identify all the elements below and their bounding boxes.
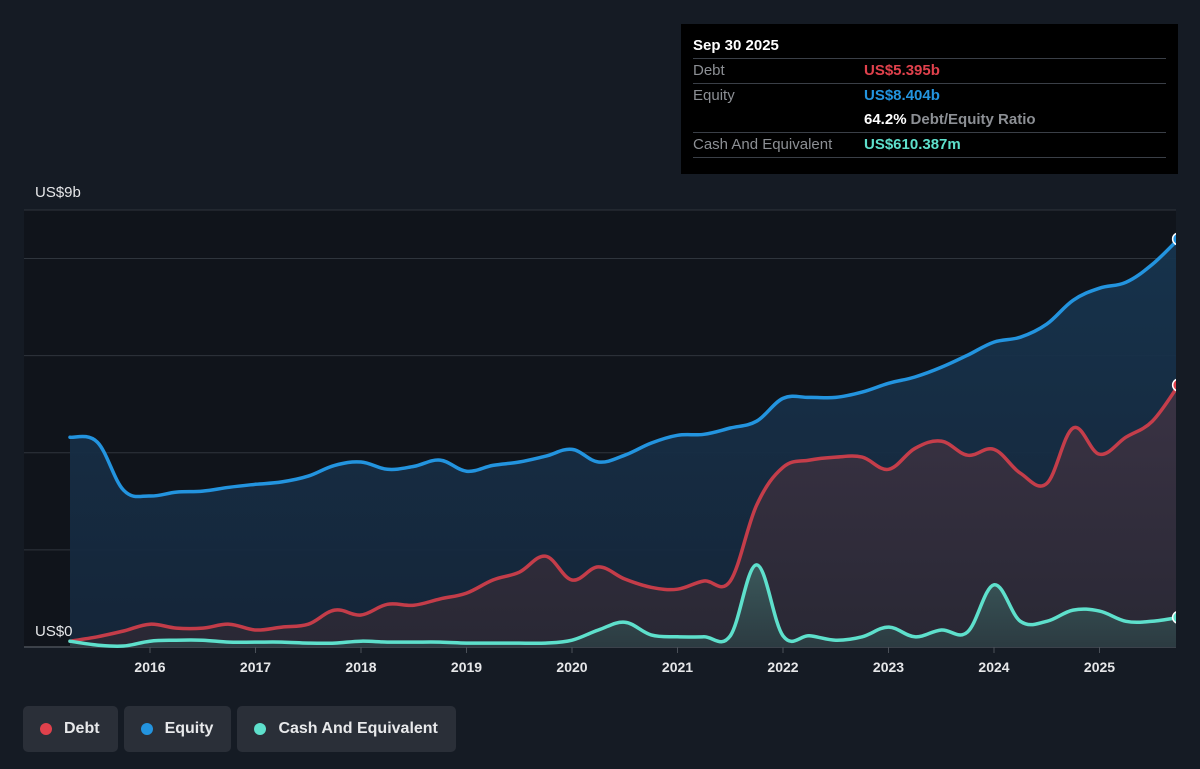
tooltip-cash-value: US$610.387m bbox=[864, 136, 961, 153]
cash-area bbox=[70, 564, 1179, 647]
series-areas bbox=[70, 238, 1179, 647]
x-tick-label: 2017 bbox=[240, 659, 271, 675]
tooltip-ratio-label: Debt/Equity Ratio bbox=[910, 111, 1036, 128]
plot-future-region bbox=[1176, 210, 1200, 647]
x-tick-label: 2018 bbox=[345, 659, 376, 675]
legend-item-debt[interactable]: Debt bbox=[23, 706, 118, 752]
y-axis-bottom-label: US$0 bbox=[35, 623, 73, 640]
x-tick-label: 2022 bbox=[767, 659, 798, 675]
x-axis: 2016 2017 2018 2019 2020 2021 2022 2023 2024 2025 bbox=[134, 647, 1115, 675]
tooltip-debt-value: US$5.395b bbox=[864, 62, 940, 79]
tooltip-row-ratio: 64.2% Debt/Equity Ratio bbox=[693, 108, 1166, 132]
debt-line bbox=[68, 383, 1181, 643]
tooltip: Sep 30 2025 Debt US$5.395b Equity US$8.4… bbox=[681, 24, 1178, 174]
debt-dot-icon bbox=[40, 723, 52, 735]
x-tick-label: 2023 bbox=[873, 659, 904, 675]
tooltip-debt-label: Debt bbox=[693, 62, 725, 79]
x-tick-label: 2020 bbox=[556, 659, 587, 675]
legend-item-cash[interactable]: Cash And Equivalent bbox=[237, 706, 456, 752]
tooltip-equity-value: US$8.404b bbox=[864, 87, 940, 104]
cash-line bbox=[68, 563, 1181, 649]
legend-cash-label: Cash And Equivalent bbox=[278, 720, 438, 737]
tooltip-cash-label: Cash And Equivalent bbox=[693, 136, 833, 153]
y-axis-top-label: US$9b bbox=[35, 184, 81, 201]
tooltip-equity-label: Equity bbox=[693, 87, 735, 104]
legend-debt-label: Debt bbox=[64, 720, 100, 737]
cash-dot-icon bbox=[254, 723, 267, 735]
x-tick-label: 2021 bbox=[662, 659, 693, 675]
x-tick-label: 2024 bbox=[978, 659, 1009, 675]
tooltip-row-cash: Cash And Equivalent US$610.387m bbox=[693, 132, 1166, 158]
tooltip-ratio-percent: 64.2% bbox=[864, 111, 907, 128]
equity-dot-icon bbox=[140, 723, 153, 735]
debt-area bbox=[70, 385, 1179, 647]
series-lines bbox=[68, 237, 1181, 649]
legend-equity-label: Equity bbox=[164, 720, 214, 737]
x-tick-label: 2025 bbox=[1084, 659, 1115, 675]
legend-item-equity[interactable]: Equity bbox=[123, 706, 232, 752]
tooltip-date: Sep 30 2025 bbox=[693, 37, 779, 54]
x-tick-label: 2016 bbox=[134, 659, 165, 675]
debt-equity-chart: 2016 2017 2018 2019 2020 2021 2022 2023 2024 2025… bbox=[24, 184, 1200, 675]
tooltip-ratio-spacer bbox=[693, 108, 864, 132]
tooltip-row-equity: Equity US$8.404b bbox=[693, 83, 1166, 108]
legend: Debt Equity Cash And Equivalent bbox=[23, 706, 456, 752]
tooltip-row-debt: Debt US$5.395b bbox=[693, 58, 1166, 83]
equity-line bbox=[68, 237, 1181, 499]
x-tick-label: 2019 bbox=[451, 659, 482, 675]
